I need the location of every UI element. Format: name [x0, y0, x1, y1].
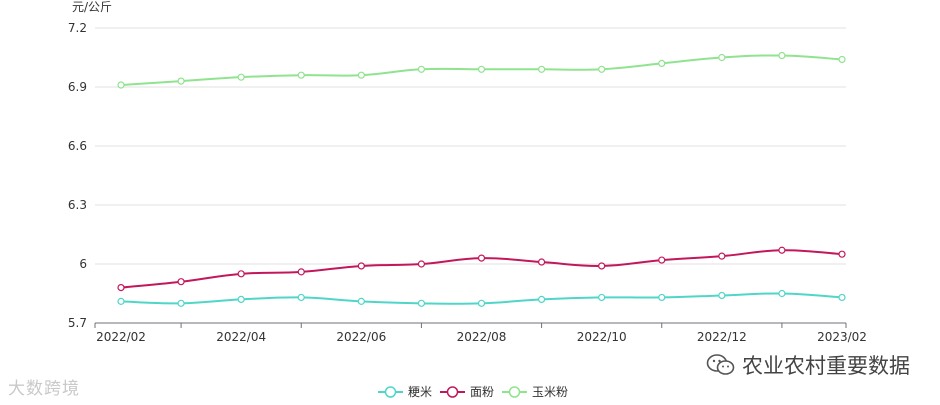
wechat-icon [706, 354, 735, 375]
data-point[interactable] [357, 297, 365, 305]
y-axis: 5.7 6 6.3 6.6 6.9 7.2 [68, 21, 87, 330]
data-point[interactable] [177, 278, 185, 286]
data-point[interactable] [477, 299, 486, 307]
x-tick-label: 2022/08 [457, 330, 507, 344]
data-point[interactable] [778, 289, 786, 298]
series-2 [117, 51, 846, 89]
data-point[interactable] [477, 65, 486, 73]
data-point[interactable] [117, 284, 125, 292]
legend-label: 玉米粉 [532, 385, 568, 399]
data-point[interactable] [417, 260, 426, 268]
data-point[interactable] [838, 250, 846, 258]
series-layer [117, 51, 846, 307]
y-tick-label: 6.9 [68, 80, 87, 94]
x-axis: 2022/02 2022/04 2022/06 2022/08 2022/10 2022/… [94, 323, 867, 344]
data-point[interactable] [357, 71, 365, 79]
data-point[interactable] [537, 258, 546, 266]
data-point[interactable] [297, 268, 305, 276]
legend-label: 面粉 [470, 385, 494, 399]
data-point[interactable] [477, 254, 486, 262]
watermark-left: 大数跨境 [8, 374, 80, 399]
data-point[interactable] [297, 71, 305, 79]
data-point[interactable] [117, 297, 125, 305]
legend-item[interactable]: 面粉 [440, 385, 494, 399]
watermark-right-text: 农业农村重要数据 [742, 354, 910, 378]
x-tick-label: 2022/10 [577, 330, 627, 344]
data-point[interactable] [598, 293, 606, 302]
legend-marker [384, 386, 397, 398]
data-point[interactable] [598, 262, 606, 270]
x-tick-label: 2022/04 [216, 330, 266, 344]
data-point[interactable] [718, 252, 726, 260]
data-point[interactable] [778, 246, 786, 254]
series-0 [117, 289, 846, 307]
watermark-right: 农业农村重要数据 [706, 350, 910, 380]
x-tick-label: 2022/02 [96, 330, 146, 344]
data-point[interactable] [537, 295, 546, 303]
data-point[interactable] [718, 53, 726, 62]
legend: 粳米 面粉 玉米粉 [378, 385, 568, 399]
x-tick-label: 2022/12 [697, 330, 747, 344]
data-point[interactable] [417, 299, 426, 307]
x-tick-label: 2022/06 [336, 330, 386, 344]
legend-item[interactable]: 玉米粉 [502, 385, 568, 399]
data-point[interactable] [718, 291, 726, 300]
data-point[interactable] [537, 65, 546, 73]
y-tick-label: 7.2 [68, 21, 87, 35]
data-point[interactable] [177, 77, 185, 85]
series-1 [117, 246, 846, 292]
y-tick-label: 6.6 [68, 139, 87, 153]
data-point[interactable] [417, 65, 426, 73]
data-point[interactable] [778, 51, 786, 60]
legend-marker [508, 386, 521, 398]
legend-marker [446, 386, 459, 398]
data-point[interactable] [237, 270, 245, 278]
x-tick-label: 2023/02 [817, 330, 867, 344]
y-tick-label: 6.3 [68, 198, 87, 212]
data-point[interactable] [237, 73, 245, 81]
grid-lines [95, 27, 846, 324]
data-point[interactable] [838, 55, 846, 64]
data-point[interactable] [598, 65, 606, 73]
data-point[interactable] [357, 262, 365, 270]
watermark-left-text: 大数跨境 [8, 379, 80, 399]
data-point[interactable] [297, 293, 305, 302]
data-point[interactable] [177, 299, 185, 307]
y-tick-label: 6 [79, 257, 87, 271]
data-point[interactable] [658, 256, 666, 264]
y-tick-label: 5.7 [68, 316, 87, 330]
legend-label: 粳米 [408, 385, 432, 399]
data-point[interactable] [237, 295, 245, 303]
data-point[interactable] [117, 81, 125, 89]
data-point[interactable] [838, 293, 846, 302]
legend-item[interactable]: 粳米 [378, 385, 432, 399]
data-point[interactable] [658, 293, 666, 302]
y-axis-unit-label: 元/公斤 [72, 0, 112, 14]
data-point[interactable] [658, 59, 666, 68]
